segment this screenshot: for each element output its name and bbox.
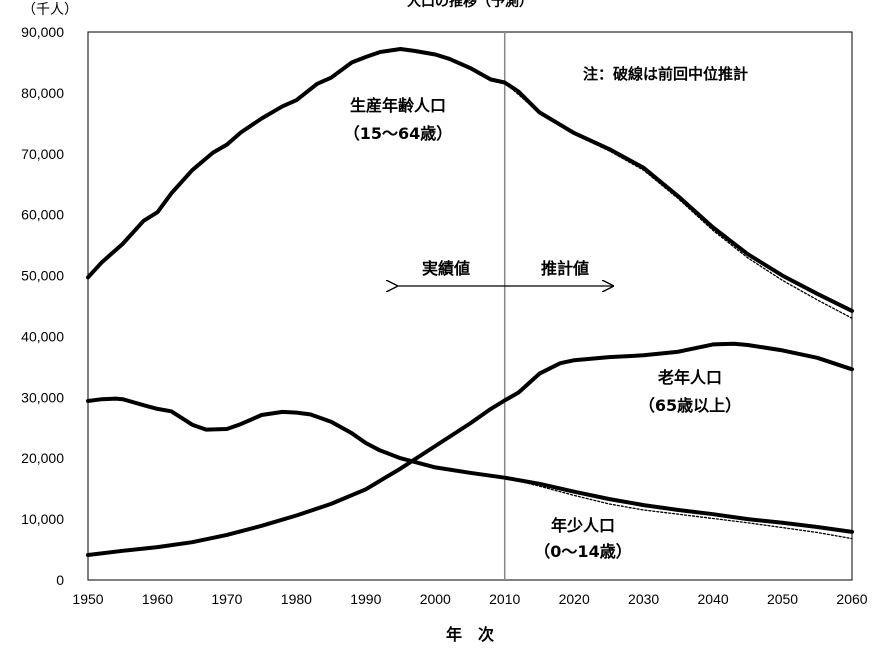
x-tick-label: 1980	[281, 591, 312, 607]
x-tick-label: 1990	[350, 591, 381, 607]
y-tick-label: 70,000	[21, 146, 64, 162]
x-axis-title: 年 次	[446, 625, 494, 644]
label-working-age-range: （15～64歳）	[344, 124, 453, 143]
y-axis-ticks: 0 10,000 20,000 30,000 40,000 50,000 60,000 70,…	[21, 24, 64, 588]
y-tick-label: 50,000	[21, 268, 64, 284]
label-youth-range: （0～14歳）	[534, 542, 631, 561]
series-lines	[86, 47, 854, 557]
y-tick-label: 60,000	[21, 207, 64, 223]
x-tick-label: 2010	[489, 591, 520, 607]
x-axis-ticks: 1950 1960 1970 1980 1990 2000 2010 2020 2030 2040…	[72, 591, 867, 607]
x-tick-label: 2040	[698, 591, 729, 607]
x-tick-label: 2020	[559, 591, 590, 607]
y-tick-label: 90,000	[21, 24, 64, 40]
label-youth: 年少人口	[551, 516, 615, 535]
y-tick-label: 30,000	[21, 389, 64, 405]
x-tick-label: 2050	[767, 591, 798, 607]
y-tick-label: 20,000	[21, 450, 64, 466]
x-tick-label: 1950	[72, 591, 103, 607]
y-tick-label: 80,000	[21, 85, 64, 101]
y-unit-label: （千人）	[22, 1, 78, 17]
series-line-4	[504, 477, 853, 540]
series-line-0	[86, 47, 854, 313]
y-tick-label: 0	[56, 572, 64, 588]
x-tick-label: 1960	[142, 591, 173, 607]
x-tick-label: 2030	[628, 591, 659, 607]
label-elderly: 老年人口	[657, 368, 722, 387]
y-tick-label: 40,000	[21, 328, 64, 344]
x-tick-label: 2060	[836, 591, 867, 607]
series-line-3	[86, 396, 854, 534]
y-tick-label: 10,000	[21, 511, 64, 527]
chart-title-partial: 人口の推移（予測）	[407, 0, 533, 10]
label-elderly-range: （65歳以上）	[639, 396, 741, 415]
x-tick-label: 1970	[211, 591, 242, 607]
plot-area	[87, 31, 853, 581]
x-tick-label: 2000	[420, 591, 451, 607]
label-actual: 実績値	[422, 259, 470, 278]
label-working-age: 生産年齢人口	[350, 96, 446, 115]
chart-note: 注：破線は前回中位推計	[583, 65, 748, 83]
label-projected: 推計値	[541, 259, 589, 278]
series-line-2	[86, 341, 854, 557]
